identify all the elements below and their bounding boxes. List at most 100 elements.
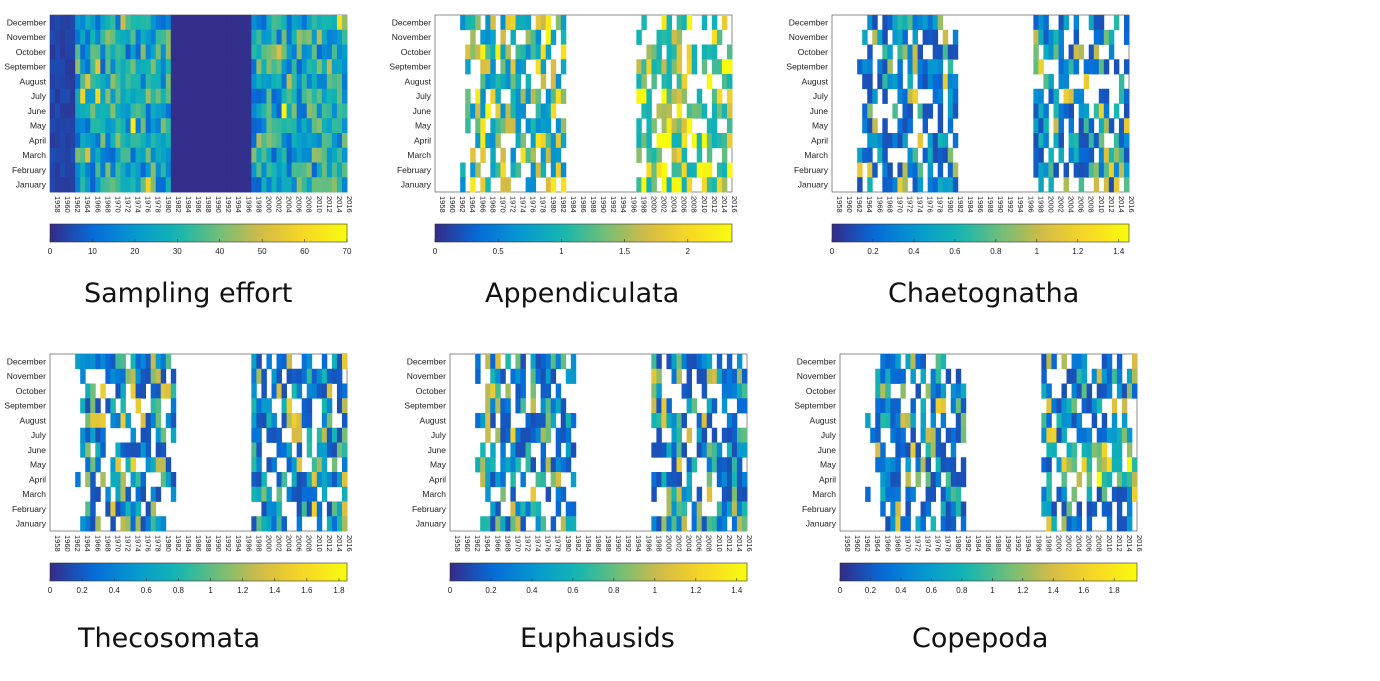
heatmap-cell [646, 44, 652, 60]
heatmap-cell [676, 516, 682, 532]
heatmap-cell [1046, 442, 1052, 458]
heatmap-cell [937, 147, 944, 163]
heatmap-cell [925, 383, 932, 399]
heatmap-cell [306, 29, 313, 45]
year-tick-label: 1962 [73, 535, 82, 552]
heatmap-cell [671, 457, 677, 473]
heatmap-cell [105, 501, 111, 517]
heatmap-cell [195, 15, 202, 31]
heatmap-cell [1063, 88, 1069, 104]
heatmap-cell [246, 29, 252, 45]
year-tick-label: 1970 [903, 535, 912, 552]
heatmap-cell [910, 354, 916, 370]
heatmap-cell [550, 59, 557, 75]
heatmap-cell [721, 59, 728, 75]
heatmap-cell [155, 59, 162, 75]
colorbar-tick-label: 1.8 [333, 586, 345, 595]
heatmap-cell [550, 472, 557, 488]
heatmap-cell [281, 472, 287, 488]
heatmap-cell [676, 59, 683, 75]
heatmap-cell [960, 427, 967, 443]
heatmap-cell [681, 413, 687, 429]
heatmap-cell [331, 133, 338, 149]
heatmap-cell [221, 118, 227, 134]
heatmap-cell [341, 442, 348, 458]
heatmap-cell [515, 118, 521, 134]
heatmap-cell [902, 133, 908, 149]
heatmap-cell [331, 177, 338, 193]
heatmap-cell [321, 74, 328, 90]
heatmap-cell [937, 162, 944, 178]
heatmap-cell [530, 427, 536, 443]
heatmap-cell [676, 354, 682, 370]
heatmap-cell [251, 59, 257, 75]
heatmap-cell [1083, 162, 1090, 178]
heatmap-cell [261, 29, 267, 45]
heatmap-cell [266, 15, 272, 31]
heatmap-cell [515, 457, 521, 473]
heatmap-cell [180, 177, 187, 193]
heatmap-cell [100, 103, 106, 119]
heatmap-cell [296, 59, 303, 75]
heatmap-cell [301, 354, 308, 370]
year-tick-label: 1960 [845, 196, 854, 213]
heatmap-cell [170, 413, 177, 429]
month-label: August [420, 415, 447, 425]
heatmap-cell [95, 354, 101, 370]
heatmap-cell [895, 413, 901, 429]
heatmap-cell [480, 74, 486, 90]
heatmap-cell [105, 44, 111, 60]
heatmap-cell [55, 133, 61, 149]
heatmap-cell [520, 398, 526, 414]
heatmap-cell [211, 103, 217, 119]
heatmap-cell [1106, 368, 1113, 384]
heatmap-cell [505, 74, 511, 90]
heatmap-cell [331, 457, 338, 473]
heatmap-cell [706, 118, 713, 134]
heatmap-cell [65, 133, 71, 149]
heatmap-cell [525, 427, 531, 443]
heatmap-cell [316, 427, 323, 443]
heatmap-cell [945, 486, 952, 502]
heatmap-cell [1093, 15, 1100, 31]
heatmap-cell [500, 472, 506, 488]
year-tick-label: 1982 [174, 196, 183, 213]
heatmap-cell [641, 133, 647, 149]
heatmap-cell [201, 118, 207, 134]
heatmap-cell [927, 59, 934, 75]
heatmap-cell [1103, 103, 1110, 119]
heatmap-cell [301, 472, 308, 488]
heatmap-cell [246, 44, 252, 60]
heatmap-cell [510, 15, 516, 31]
heatmap-cell [1046, 413, 1052, 429]
heatmap-cell [216, 15, 222, 31]
heatmap-cell [1118, 88, 1125, 104]
heatmap-cell [902, 15, 908, 31]
heatmap-cell [231, 15, 237, 31]
heatmap-cell [726, 413, 733, 429]
heatmap-cell [885, 472, 891, 488]
heatmap-cell [85, 118, 91, 134]
heatmap-cell [676, 15, 683, 31]
heatmap-cell [550, 457, 557, 473]
heatmap-cell [251, 383, 257, 399]
heatmap-cell [291, 29, 298, 45]
heatmap-cell [540, 368, 547, 384]
heatmap-cell [1066, 442, 1072, 458]
heatmap-cell [306, 74, 313, 90]
heatmap-cell [555, 383, 562, 399]
year-tick-label: 1962 [855, 196, 864, 213]
heatmap-cell [960, 501, 967, 517]
heatmap-cell [296, 427, 303, 443]
heatmap-cell [1113, 177, 1120, 193]
heatmap-cell [266, 118, 272, 134]
heatmap-cell [165, 15, 172, 31]
heatmap-cell [942, 44, 949, 60]
heatmap-cell [646, 133, 652, 149]
heatmap-cell [140, 472, 147, 488]
heatmap-cell [485, 427, 491, 443]
heatmap-cell [341, 162, 348, 178]
heatmap-cell [306, 162, 313, 178]
heatmap-cell [160, 457, 167, 473]
heatmap-cell [656, 427, 662, 443]
